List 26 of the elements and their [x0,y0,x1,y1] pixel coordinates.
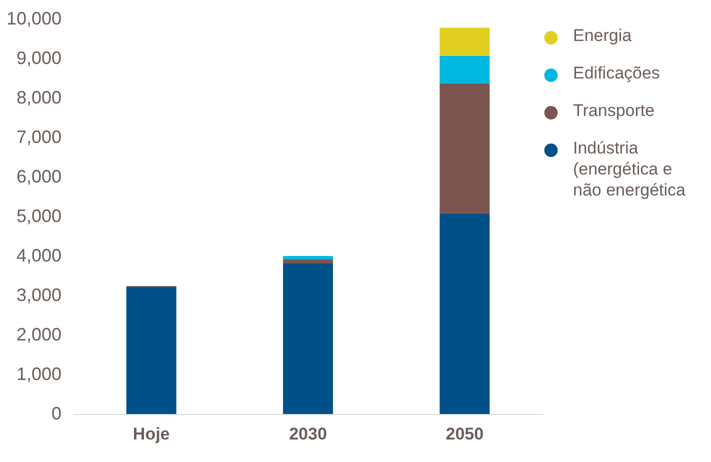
bar [440,56,490,84]
y-tick-label: 2,000 [16,324,62,344]
y-tick-label: 5,000 [16,206,62,226]
legend-label: Indústria (energética e não energética [573,138,686,200]
bar [440,28,490,56]
x-tick-label: 2050 [446,424,484,444]
y-tick-label: 6,000 [16,166,62,186]
y-tick-label: 7,000 [16,127,62,147]
y-tick-label: 9,000 [16,48,62,68]
bar [283,264,333,414]
legend-label: Energia [573,26,632,45]
bar [283,259,333,264]
bar [440,83,490,214]
bar [283,256,333,260]
y-tick-label: 3,000 [16,285,62,305]
legend-label: Edificações [573,63,660,82]
x-tick-label: Hoje [132,424,170,444]
y-tick-label: 4,000 [16,246,62,266]
bar [440,213,490,414]
x-tick-label: 2030 [289,424,327,444]
y-tick-label: 8,000 [16,88,62,108]
y-tick-label: 1,000 [16,364,62,384]
bar [126,286,176,414]
y-tick-label: 10,000 [6,8,62,28]
y-tick-label: 0 [51,404,62,424]
legend-label: Transporte [573,100,655,120]
